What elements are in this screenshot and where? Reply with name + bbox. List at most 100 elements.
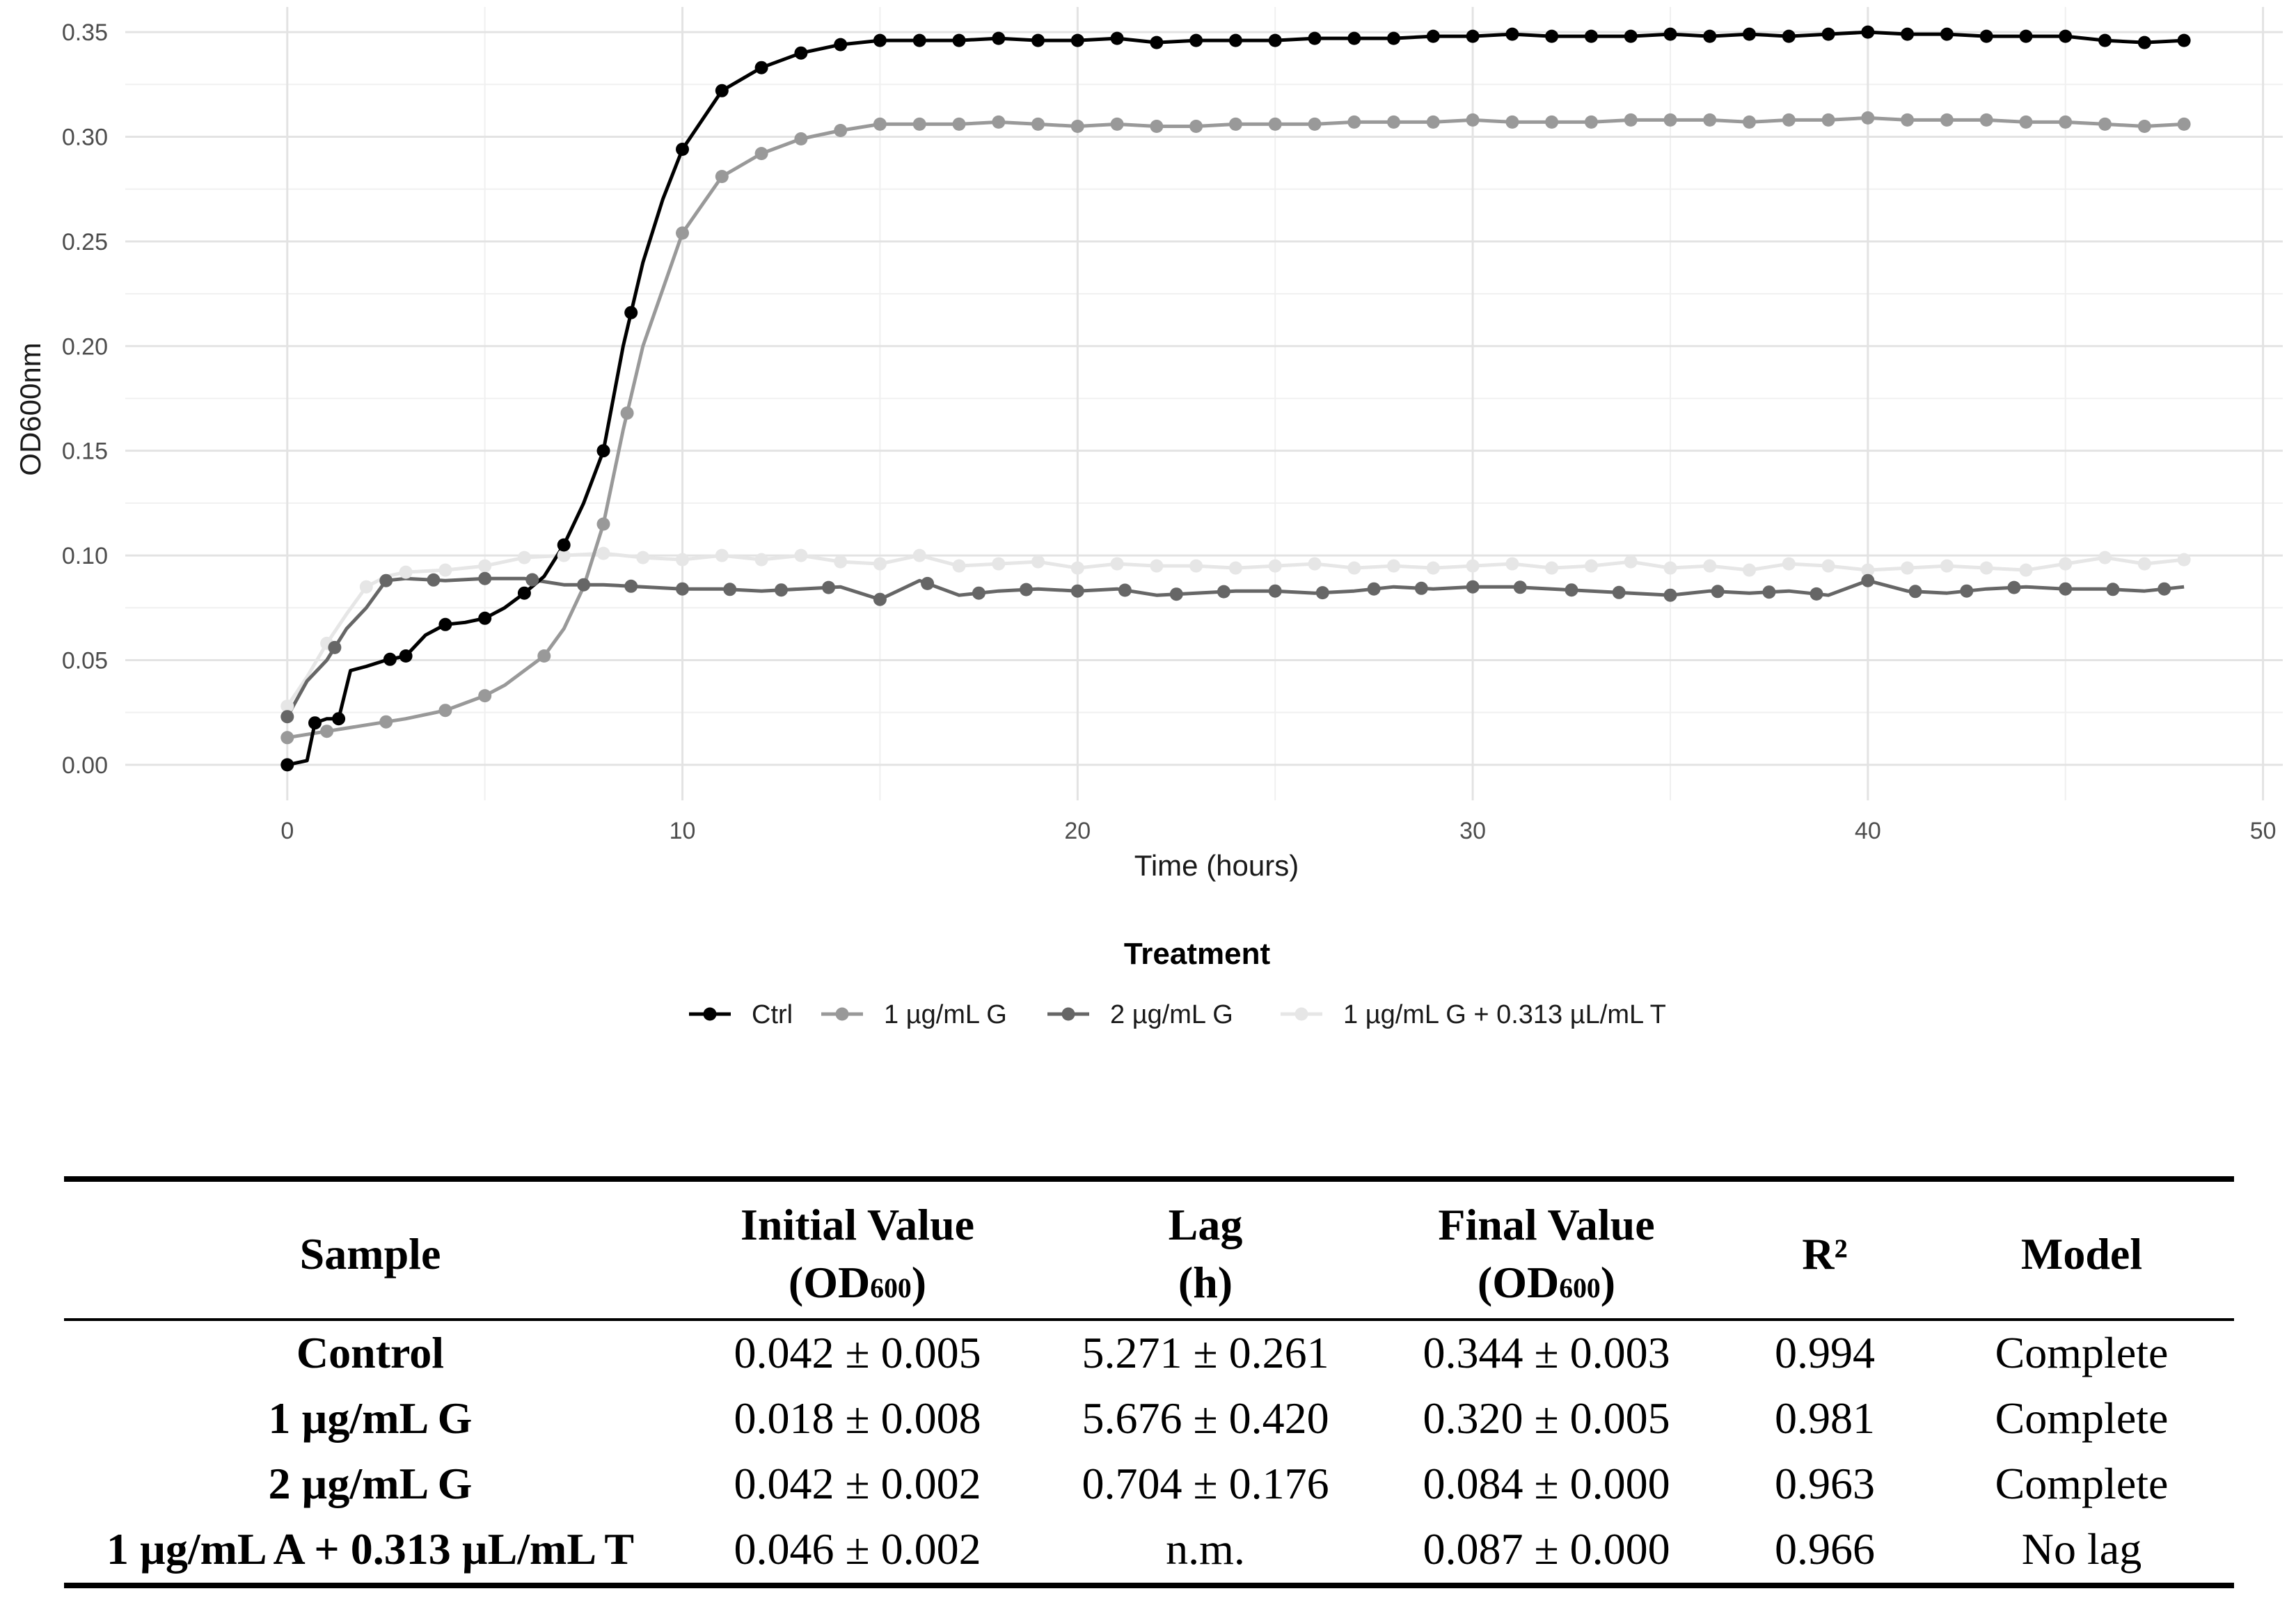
data-point bbox=[1743, 115, 1756, 129]
data-point bbox=[1308, 557, 1322, 571]
minor-gridlines bbox=[125, 7, 2283, 800]
data-point bbox=[1624, 113, 1638, 127]
data-point bbox=[2019, 563, 2033, 577]
data-point bbox=[972, 586, 985, 600]
data-point bbox=[557, 548, 571, 562]
cell-lag: 5.271 ± 0.261 bbox=[1082, 1328, 1329, 1378]
legend-key-point bbox=[835, 1007, 849, 1021]
data-point bbox=[1743, 27, 1756, 41]
cell-model: No lag bbox=[2021, 1524, 2142, 1574]
growth-curve-chart: 0.00 0.05 0.10 0.15 0.20 0.25 0.30 0.35 0 10 20 30… bbox=[14, 7, 2283, 1029]
data-point bbox=[992, 557, 1006, 571]
data-point bbox=[1584, 29, 1598, 43]
data-point bbox=[1584, 559, 1598, 573]
data-point bbox=[1189, 559, 1203, 573]
data-point bbox=[715, 548, 729, 562]
data-point bbox=[1466, 580, 1480, 594]
cell-initial: 0.018 ± 0.008 bbox=[734, 1393, 981, 1443]
data-point bbox=[1426, 115, 1440, 129]
data-point bbox=[1782, 113, 1796, 127]
data-point bbox=[2059, 557, 2073, 571]
growth-parameters-table: Sample Initial Value (OD600) Lag (h) Fin… bbox=[64, 1176, 2234, 1588]
legend-label: Ctrl bbox=[752, 1000, 793, 1029]
header-model: Model bbox=[2020, 1228, 2143, 1279]
data-point bbox=[1150, 35, 1164, 49]
data-point bbox=[280, 731, 294, 745]
cell-lag: n.m. bbox=[1166, 1524, 1245, 1574]
table-row: 1 µg/mL G 0.018 ± 0.008 5.676 ± 0.420 0.… bbox=[64, 1386, 2234, 1452]
data-point bbox=[1940, 559, 1954, 573]
cell-r2: 0.963 bbox=[1775, 1458, 1875, 1508]
data-point bbox=[438, 704, 452, 718]
header-final-subscript: 600 bbox=[1559, 1273, 1601, 1304]
table-row: 2 µg/mL G 0.042 ± 0.002 0.704 ± 0.176 0.… bbox=[64, 1452, 2234, 1517]
x-axis-title: Time (hours) bbox=[1134, 849, 1299, 882]
data-point bbox=[1118, 583, 1132, 597]
legend-label: 1 µg/mL G bbox=[884, 1000, 1007, 1029]
data-point bbox=[1612, 585, 1626, 599]
data-point bbox=[1663, 561, 1677, 575]
data-point bbox=[676, 226, 689, 240]
data-point bbox=[1367, 582, 1381, 596]
data-point bbox=[2007, 580, 2021, 594]
data-point bbox=[775, 583, 788, 597]
x-tick-label: 20 bbox=[1064, 818, 1091, 844]
data-point bbox=[1070, 561, 1084, 575]
y-tick-label: 0.10 bbox=[62, 543, 108, 569]
cell-lag: 0.704 ± 0.176 bbox=[1082, 1458, 1329, 1508]
data-point bbox=[1821, 113, 1835, 127]
data-point bbox=[1861, 25, 1875, 39]
data-point bbox=[1070, 33, 1084, 47]
data-point bbox=[1070, 120, 1084, 133]
data-point bbox=[794, 132, 808, 145]
data-point bbox=[1150, 120, 1164, 133]
data-point bbox=[1940, 113, 1954, 127]
x-axis-ticks: 0 10 20 30 40 50 bbox=[280, 818, 2276, 844]
data-point bbox=[577, 578, 591, 592]
data-point bbox=[1308, 117, 1322, 131]
data-point bbox=[438, 563, 452, 577]
legend-title: Treatment bbox=[1124, 937, 1271, 971]
data-point bbox=[1545, 115, 1559, 129]
header-final-line2-pre: (OD bbox=[1477, 1258, 1560, 1308]
data-point bbox=[1505, 557, 1519, 571]
data-point bbox=[517, 551, 531, 564]
data-point bbox=[1810, 587, 1823, 601]
legend-label: 1 µg/mL G + 0.313 µL/mL T bbox=[1343, 1000, 1666, 1029]
data-point bbox=[517, 586, 531, 600]
data-point bbox=[1624, 29, 1638, 43]
data-point bbox=[1347, 561, 1361, 575]
data-point bbox=[1663, 588, 1677, 602]
data-point bbox=[399, 565, 413, 579]
data-point bbox=[2177, 33, 2191, 47]
data-point bbox=[1268, 33, 1282, 47]
data-point bbox=[873, 33, 887, 47]
data-point bbox=[2098, 117, 2112, 131]
header-initial-value: Initial Value (OD600) bbox=[676, 1179, 1038, 1320]
header-initial-line2-pre: (OD bbox=[788, 1258, 871, 1308]
y-tick-label: 0.15 bbox=[62, 438, 108, 465]
data-point bbox=[952, 33, 966, 47]
data-point bbox=[1466, 113, 1480, 127]
y-tick-label: 0.35 bbox=[62, 19, 108, 46]
header-lag-line1: Lag bbox=[1168, 1200, 1243, 1249]
header-initial-subscript: 600 bbox=[870, 1273, 912, 1304]
header-sample: Sample bbox=[299, 1228, 441, 1279]
data-point bbox=[2059, 115, 2073, 129]
data-point bbox=[1940, 27, 1954, 41]
data-point bbox=[1110, 557, 1124, 571]
series-line-1 bbox=[287, 116, 2185, 740]
data-point bbox=[1762, 585, 1776, 599]
data-point bbox=[2137, 35, 2151, 49]
data-point bbox=[1861, 563, 1875, 577]
cell-initial: 0.042 ± 0.002 bbox=[734, 1458, 981, 1508]
data-point bbox=[1960, 584, 1974, 598]
data-point bbox=[1711, 585, 1725, 599]
data-point bbox=[427, 573, 441, 587]
cell-lag: 5.676 ± 0.420 bbox=[1082, 1393, 1329, 1443]
data-point bbox=[478, 571, 492, 585]
data-point bbox=[1268, 559, 1282, 573]
legend-key-point bbox=[703, 1007, 717, 1021]
data-point bbox=[1150, 559, 1164, 573]
y-axis-ticks: 0.00 0.05 0.10 0.15 0.20 0.25 0.30 0.35 bbox=[62, 19, 108, 779]
